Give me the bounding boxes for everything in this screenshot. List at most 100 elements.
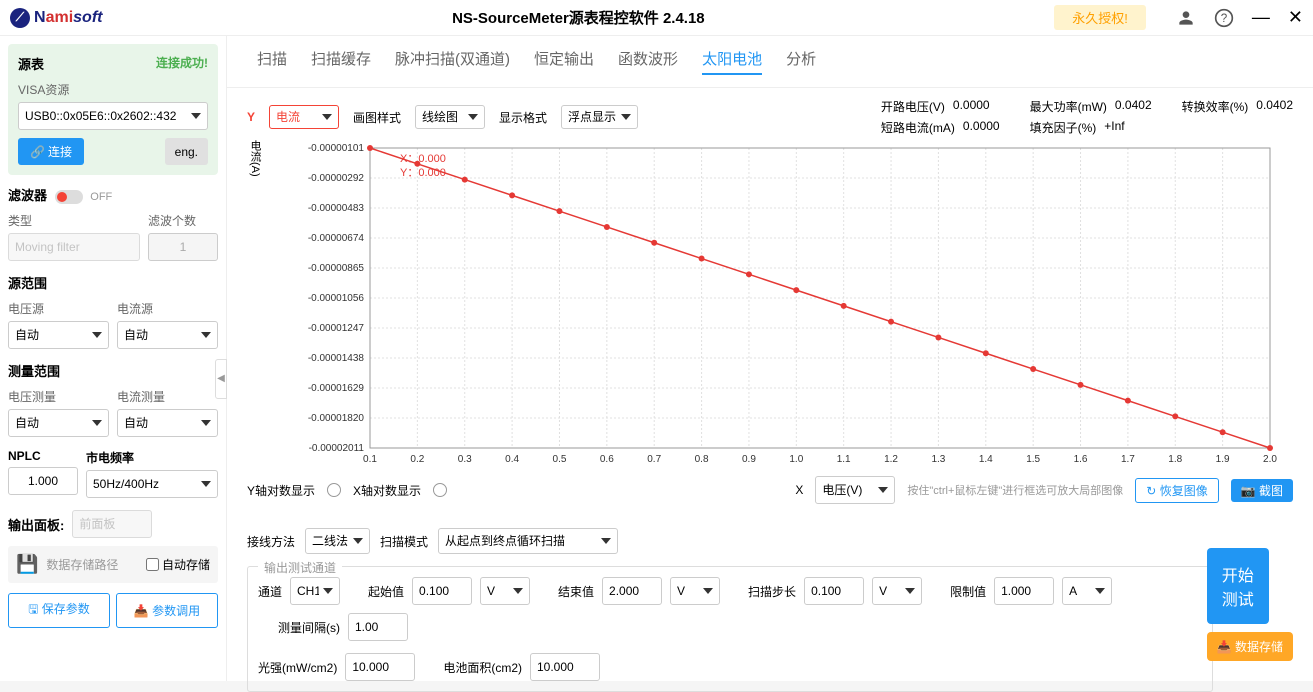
chart-style-select[interactable]: 线绘图: [415, 105, 485, 129]
imeas-label: 电流测量: [117, 388, 218, 405]
window-controls: ? — ✕: [1176, 7, 1303, 28]
svg-text:-0.00002011: -0.00002011: [309, 443, 365, 454]
svg-text:-0.00000674: -0.00000674: [308, 233, 365, 244]
close-icon[interactable]: ✕: [1288, 7, 1303, 28]
save-data-button[interactable]: 📥 数据存储: [1207, 632, 1293, 661]
svg-text:1.7: 1.7: [1121, 454, 1135, 465]
tab-scan-buffer[interactable]: 扫描缓存: [311, 48, 371, 75]
tab-function-wave[interactable]: 函数波形: [618, 48, 678, 75]
x-log-radio[interactable]: [433, 483, 447, 497]
app-title: NS-SourceMeter源表程控软件 2.4.18: [102, 7, 1054, 28]
load-params-button[interactable]: 📥 参数调用: [116, 593, 218, 628]
wire-method-label: 接线方法: [247, 533, 295, 550]
tab-constant-output[interactable]: 恒定输出: [534, 48, 594, 75]
tabs: 扫描 扫描缓存 脉冲扫描(双通道) 恒定输出 函数波形 太阳电池 分析: [227, 36, 1313, 88]
freq-select[interactable]: 50Hz/400Hz: [86, 470, 218, 498]
step-label: 扫描步长: [748, 583, 796, 600]
logo-text-ami: ami: [46, 9, 74, 27]
nplc-input[interactable]: [8, 467, 78, 495]
output-panel-select: 前面板: [72, 510, 152, 538]
x-axis-select[interactable]: 电压(V): [815, 476, 895, 504]
vmeas-select[interactable]: 自动: [8, 409, 109, 437]
tab-pulse-scan[interactable]: 脉冲扫描(双通道): [395, 48, 510, 75]
svg-text:1.2: 1.2: [884, 454, 898, 465]
limit-unit-select[interactable]: A: [1062, 577, 1112, 605]
intensity-input[interactable]: [345, 653, 415, 681]
end-value-input[interactable]: [602, 577, 662, 605]
limit-input[interactable]: [994, 577, 1054, 605]
license-badge: 永久授权!: [1054, 5, 1146, 30]
svg-text:1.6: 1.6: [1074, 454, 1088, 465]
area-label: 电池面积(cm2): [443, 659, 522, 676]
intensity-label: 光强(mW/cm2): [258, 659, 337, 676]
screenshot-button[interactable]: 📷 截图: [1231, 479, 1293, 502]
eff-value: 0.0402: [1256, 98, 1293, 115]
collapse-sidebar-button[interactable]: ◀: [215, 359, 227, 399]
tab-scan[interactable]: 扫描: [257, 48, 287, 75]
pmax-value: 0.0402: [1115, 98, 1152, 115]
help-icon[interactable]: ?: [1214, 8, 1234, 28]
y-axis-select[interactable]: 电流: [269, 105, 339, 129]
ff-value: +Inf: [1104, 119, 1124, 136]
tab-analysis[interactable]: 分析: [786, 48, 816, 75]
storage-path-label: 数据存储路径: [46, 556, 146, 573]
svg-text:X：0.000: X：0.000: [400, 153, 446, 165]
scan-mode-label: 扫描模式: [380, 533, 428, 550]
ff-label: 填充因子(%): [1030, 119, 1097, 136]
y-log-radio[interactable]: [327, 483, 341, 497]
freq-label: 市电频率: [86, 449, 218, 466]
vsource-select[interactable]: 自动: [8, 321, 109, 349]
visa-select[interactable]: USB0::0x05E6::0x2602::432: [18, 102, 208, 130]
isource-select[interactable]: 自动: [117, 321, 218, 349]
chart-plot[interactable]: -0.00000101-0.00000292-0.00000483-0.0000…: [267, 140, 1293, 470]
area-input[interactable]: [530, 653, 600, 681]
svg-text:1.0: 1.0: [789, 454, 803, 465]
connect-button[interactable]: 🔗连接: [18, 138, 84, 165]
svg-text:0.9: 0.9: [742, 454, 756, 465]
user-icon[interactable]: [1176, 8, 1196, 28]
zoom-hint: 按住"ctrl+鼠标左键"进行框选可放大局部图像: [907, 482, 1123, 498]
scan-mode-select[interactable]: 从起点到终点循环扫描: [438, 528, 618, 554]
step-unit-select[interactable]: V: [872, 577, 922, 605]
start-test-button[interactable]: 开始测试: [1207, 548, 1269, 624]
start-value-input[interactable]: [412, 577, 472, 605]
channel-select[interactable]: CH1: [290, 577, 340, 605]
nplc-label: NPLC: [8, 449, 78, 463]
stats: 开路电压(V)0.0000 短路电流(mA)0.0000 最大功率(mW)0.0…: [881, 98, 1293, 136]
tab-solar-cell[interactable]: 太阳电池: [702, 48, 762, 75]
imeas-select[interactable]: 自动: [117, 409, 218, 437]
language-button[interactable]: eng.: [165, 138, 208, 165]
minimize-icon[interactable]: —: [1252, 7, 1270, 28]
svg-text:1.4: 1.4: [979, 454, 993, 465]
svg-text:0.5: 0.5: [553, 454, 567, 465]
step-input[interactable]: [804, 577, 864, 605]
interval-input[interactable]: [348, 613, 408, 641]
svg-text:0.8: 0.8: [695, 454, 709, 465]
interval-label: 测量间隔(s): [278, 619, 340, 636]
isc-value: 0.0000: [963, 119, 1000, 136]
wire-method-select[interactable]: 二线法: [305, 528, 370, 554]
svg-text:0.7: 0.7: [647, 454, 661, 465]
svg-text:-0.00001247: -0.00001247: [308, 323, 365, 334]
storage-row[interactable]: 💾 数据存储路径 自动存储: [8, 546, 218, 583]
svg-text:?: ?: [1221, 12, 1228, 25]
limit-label: 限制值: [950, 583, 986, 600]
filter-type-label: 类型: [8, 212, 140, 229]
source-range-label: 源范围: [8, 273, 218, 292]
svg-text:-0.00000483: -0.00000483: [308, 203, 365, 214]
save-params-button[interactable]: 🖫 保存参数: [8, 593, 110, 628]
voc-label: 开路电压(V): [881, 98, 945, 115]
end-unit-select[interactable]: V: [670, 577, 720, 605]
logo: ⟋ Namisoft: [10, 8, 102, 28]
end-value-label: 结束值: [558, 583, 594, 600]
filter-toggle[interactable]: [55, 190, 83, 204]
output-test-fieldset: 输出测试通道 通道 CH1 起始值 V 结束值 V 扫描步长 V 限制值 A 测…: [247, 566, 1213, 692]
visa-label: VISA资源: [18, 81, 208, 98]
display-format-select[interactable]: 浮点显示: [561, 105, 638, 129]
svg-text:0.4: 0.4: [505, 454, 519, 465]
start-unit-select[interactable]: V: [480, 577, 530, 605]
svg-text:2.0: 2.0: [1263, 454, 1277, 465]
auto-save-checkbox[interactable]: [146, 558, 159, 571]
logo-text-n: N: [34, 9, 46, 27]
restore-image-button[interactable]: ↻ 恢复图像: [1135, 478, 1218, 503]
